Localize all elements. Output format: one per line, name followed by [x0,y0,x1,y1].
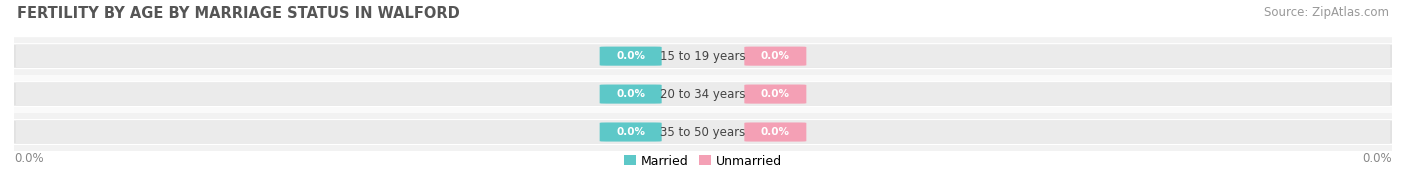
Text: FERTILITY BY AGE BY MARRIAGE STATUS IN WALFORD: FERTILITY BY AGE BY MARRIAGE STATUS IN W… [17,6,460,21]
Text: Source: ZipAtlas.com: Source: ZipAtlas.com [1264,6,1389,19]
FancyBboxPatch shape [599,122,662,142]
FancyBboxPatch shape [15,45,1391,67]
Text: 0.0%: 0.0% [761,51,790,61]
Legend: Married, Unmarried: Married, Unmarried [619,150,787,172]
Text: 0.0%: 0.0% [761,127,790,137]
Text: 35 to 50 years: 35 to 50 years [661,125,745,139]
Text: 0.0%: 0.0% [616,89,645,99]
FancyBboxPatch shape [599,47,662,66]
FancyBboxPatch shape [14,113,1392,151]
FancyBboxPatch shape [15,121,1391,143]
Text: 15 to 19 years: 15 to 19 years [661,50,745,63]
FancyBboxPatch shape [4,44,1402,68]
FancyBboxPatch shape [4,82,1402,106]
FancyBboxPatch shape [744,47,807,66]
Text: 0.0%: 0.0% [616,51,645,61]
Text: 0.0%: 0.0% [14,152,44,165]
Text: 0.0%: 0.0% [616,127,645,137]
FancyBboxPatch shape [15,83,1391,105]
FancyBboxPatch shape [744,84,807,104]
FancyBboxPatch shape [599,84,662,104]
FancyBboxPatch shape [744,122,807,142]
Text: 0.0%: 0.0% [1362,152,1392,165]
Text: 0.0%: 0.0% [761,89,790,99]
Text: 20 to 34 years: 20 to 34 years [661,88,745,101]
FancyBboxPatch shape [14,37,1392,75]
FancyBboxPatch shape [14,75,1392,113]
FancyBboxPatch shape [4,120,1402,144]
